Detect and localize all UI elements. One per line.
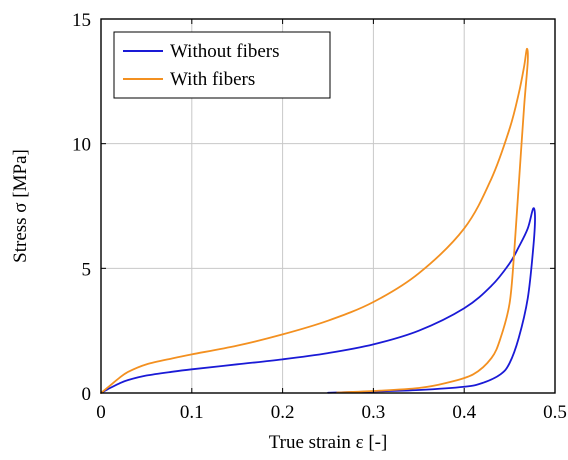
y-tick-label: 10 (72, 135, 91, 156)
legend-label-with-fibers: With fibers (170, 69, 255, 90)
x-tick-label: 0.3 (362, 402, 386, 423)
legend-label-without-fibers: Without fibers (170, 41, 280, 62)
legend-box (113, 31, 331, 99)
x-tick-label: 0.1 (180, 402, 204, 423)
y-axis-label: Stress σ [MPa] (10, 149, 31, 263)
axis-ticks: 0 0.1 0.2 0.3 0.4 0.5 0 5 10 15 (72, 10, 567, 423)
plot-series (100, 47, 536, 394)
x-tick-label: 0.5 (543, 402, 567, 423)
series-line-with-fibers (100, 47, 529, 394)
x-tick-label: 0.4 (452, 402, 476, 423)
x-tick-label: 0.2 (271, 402, 295, 423)
y-tick-label: 5 (82, 259, 92, 280)
series-line-without-fibers (100, 207, 536, 394)
y-tick-label: 0 (82, 384, 92, 405)
legend: Without fibers With fibers (113, 31, 331, 99)
x-tick-label: 0 (96, 402, 106, 423)
y-tick-label: 15 (72, 10, 91, 31)
plot-frame (100, 18, 556, 394)
x-axis-label: True strain ε [-] (269, 432, 388, 453)
